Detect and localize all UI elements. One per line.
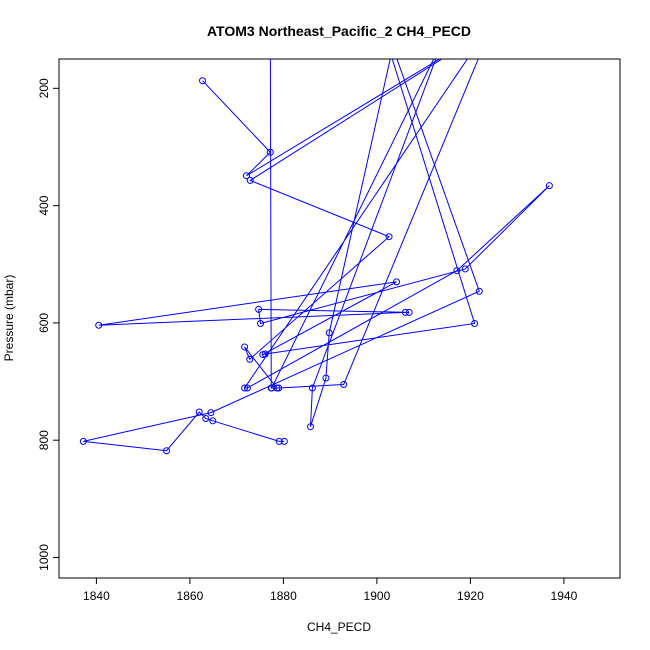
data-point-marker bbox=[242, 172, 250, 180]
x-tick-label: 1860 bbox=[177, 589, 204, 603]
data-point-marker bbox=[545, 182, 553, 190]
data-point-marker bbox=[207, 409, 215, 417]
y-tick-label: 400 bbox=[37, 195, 51, 215]
data-point-marker bbox=[246, 355, 254, 363]
x-tick-label: 1840 bbox=[83, 589, 110, 603]
data-point-marker bbox=[259, 351, 267, 359]
data-point-marker bbox=[243, 384, 251, 392]
data-point-marker bbox=[461, 265, 469, 273]
data-point-marker bbox=[195, 408, 203, 416]
data-point-marker bbox=[79, 437, 87, 445]
data-point-marker bbox=[268, 384, 276, 392]
data-point-marker bbox=[202, 414, 210, 422]
data-point-marker bbox=[475, 287, 483, 295]
data-point-marker bbox=[385, 233, 393, 241]
data-point-marker bbox=[241, 343, 249, 351]
y-tick-label: 800 bbox=[37, 430, 51, 450]
x-tick-label: 1940 bbox=[551, 589, 578, 603]
data-point-marker bbox=[95, 321, 103, 329]
plot-frame bbox=[58, 58, 621, 579]
data-point-marker bbox=[471, 319, 479, 327]
data-point-marker bbox=[199, 77, 207, 85]
data-point-marker bbox=[163, 447, 171, 455]
data-point-marker bbox=[255, 305, 263, 313]
x-tick-label: 1920 bbox=[457, 589, 484, 603]
y-tick-label: 600 bbox=[37, 313, 51, 333]
chart-title: ATOM3 Northeast_Pacific_2 CH4_PECD bbox=[207, 23, 471, 39]
data-point-marker bbox=[266, 148, 274, 156]
x-tick-label: 1900 bbox=[364, 589, 391, 603]
data-point-marker bbox=[275, 384, 283, 392]
y-tick-label: 1000 bbox=[37, 544, 51, 571]
data-point-marker bbox=[280, 437, 288, 445]
data-point-marker bbox=[209, 417, 217, 425]
data-point-marker bbox=[401, 308, 409, 316]
series-line bbox=[83, 59, 550, 452]
data-point-marker bbox=[256, 319, 264, 327]
y-axis-title: Pressure (mbar) bbox=[2, 275, 16, 362]
data-point-marker bbox=[307, 423, 315, 431]
data-point-marker bbox=[322, 374, 330, 382]
x-tick-label: 1880 bbox=[270, 589, 297, 603]
data-point-marker bbox=[453, 267, 461, 275]
x-axis-title: CH4_PECD bbox=[307, 620, 371, 634]
y-tick-label: 200 bbox=[37, 78, 51, 98]
data-point-marker bbox=[405, 308, 413, 316]
data-point-marker bbox=[340, 380, 348, 388]
data-point-marker bbox=[325, 329, 333, 337]
data-point-marker bbox=[275, 437, 283, 445]
data-point-marker bbox=[393, 278, 401, 286]
data-point-marker bbox=[241, 384, 249, 392]
data-point-marker bbox=[308, 384, 316, 392]
data-layer bbox=[79, 59, 553, 455]
data-point-marker bbox=[246, 176, 254, 184]
